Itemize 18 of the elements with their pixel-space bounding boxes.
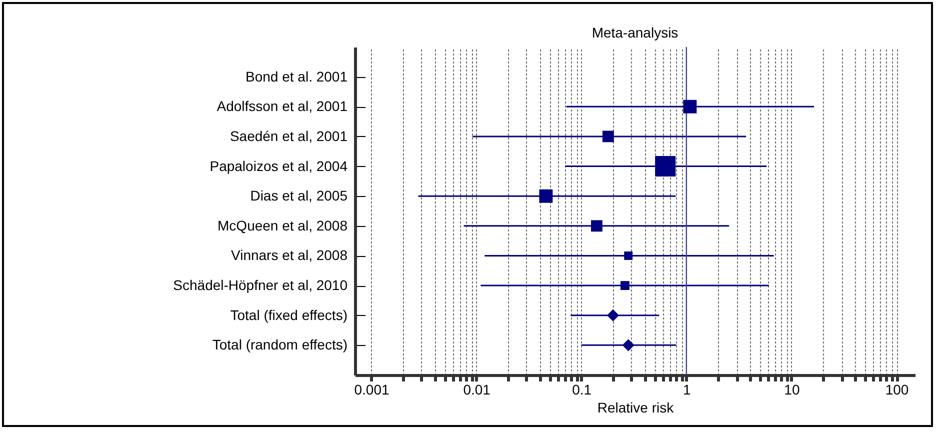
x-tick-label: 1 [683,382,692,398]
x-tick-label: 0.1 [572,382,592,398]
y-tick-label: Vinnars et al, 2008 [231,247,348,264]
chart-title: Meta-analysis [592,24,678,40]
y-tick-label: Total (fixed effects) [230,306,348,323]
y-tick-label: Bond et al. 2001 [246,68,348,84]
y-tick-label: Schädel-Höpfner et al, 2010 [173,277,348,294]
x-axis-title: Relative risk [597,400,675,416]
x-tick-label: 0.001 [354,382,390,398]
y-tick-label: Total (random effects) [212,336,348,353]
y-tick-label: Papaloizos et al, 2004 [210,158,348,174]
x-tick-label: 0.01 [463,382,491,398]
x-tick-label: 100 [885,382,909,398]
y-tick-label: Saedén et al, 2001 [230,128,348,144]
y-tick-label: Adolfsson et al, 2001 [216,98,348,114]
y-tick-label: Dias et al, 2005 [250,188,348,204]
x-tick-label: 10 [784,382,800,398]
y-tick-label: McQueen et al, 2008 [218,217,348,234]
